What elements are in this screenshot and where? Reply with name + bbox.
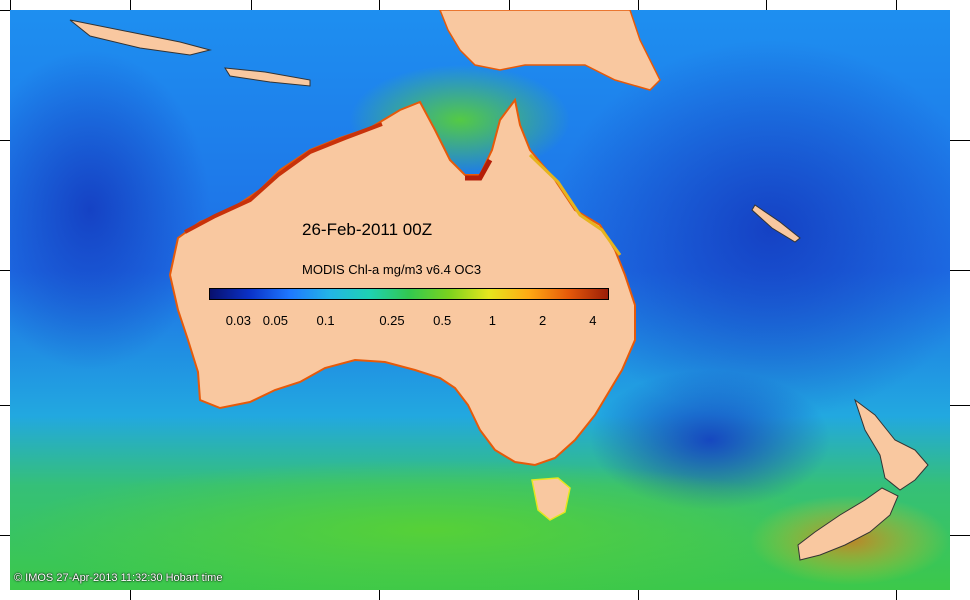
frame-tick (0, 270, 10, 271)
colorbar (209, 288, 609, 300)
coast-bloom-east (528, 153, 622, 256)
legend-title: MODIS Chl-a mg/m3 v6.4 OC3 (302, 262, 482, 277)
date-label: 26-Feb-2011 00Z (302, 220, 433, 239)
frame-tick (638, 590, 639, 600)
frame-tick (950, 140, 970, 141)
frame-tick (766, 0, 767, 10)
map-frame (10, 10, 950, 590)
frame-tick (638, 0, 639, 10)
frame-tick (896, 0, 897, 10)
colorbar-tick-label: 2 (538, 313, 547, 328)
frame-tick (950, 535, 970, 536)
new-zealand-south-island (797, 487, 899, 561)
frame-tick (130, 0, 131, 10)
coast-bloom-gulf (465, 158, 493, 181)
colorbar-tick-label: 1 (488, 313, 497, 328)
frame-tick (509, 0, 510, 10)
java-timor-islands (69, 19, 212, 56)
new-guinea (439, 10, 661, 91)
frame-tick (10, 0, 11, 10)
frame-tick (950, 270, 970, 271)
colorbar-tick-label: 4 (589, 313, 597, 328)
frame-tick (896, 590, 897, 600)
frame-tick (379, 590, 380, 600)
map-canvas (10, 10, 950, 590)
australia-landmass (168, 97, 636, 467)
deep-water-coral-sea (550, 40, 950, 420)
colorbar-tick-label: 0.05 (262, 313, 289, 328)
new-zealand-north-island (854, 398, 929, 491)
deep-water-indian-ocean (10, 50, 210, 370)
lesser-sunda-islands (224, 67, 311, 87)
colorbar-tick-label: 0.1 (316, 313, 335, 328)
colorbar-tick-label: 0.5 (433, 313, 452, 328)
colorbar-tick-label: 0.03 (225, 313, 252, 328)
new-caledonia (751, 204, 801, 243)
frame-tick (0, 140, 10, 141)
frame-tick (0, 535, 10, 536)
frame-tick (130, 590, 131, 600)
colorbar-tick-label: 0.25 (379, 313, 405, 328)
credit-line: © IMOS 27-Apr-2013 11:32:30 Hobart time (14, 572, 223, 584)
green-band-southern (10, 460, 850, 590)
frame-tick (0, 10, 10, 11)
frame-tick (0, 405, 10, 406)
tasmania (531, 477, 571, 521)
coast-bloom-northwest (184, 122, 383, 234)
frame-tick (379, 0, 380, 10)
frame-tick (950, 405, 970, 406)
frame-tick (251, 0, 252, 10)
